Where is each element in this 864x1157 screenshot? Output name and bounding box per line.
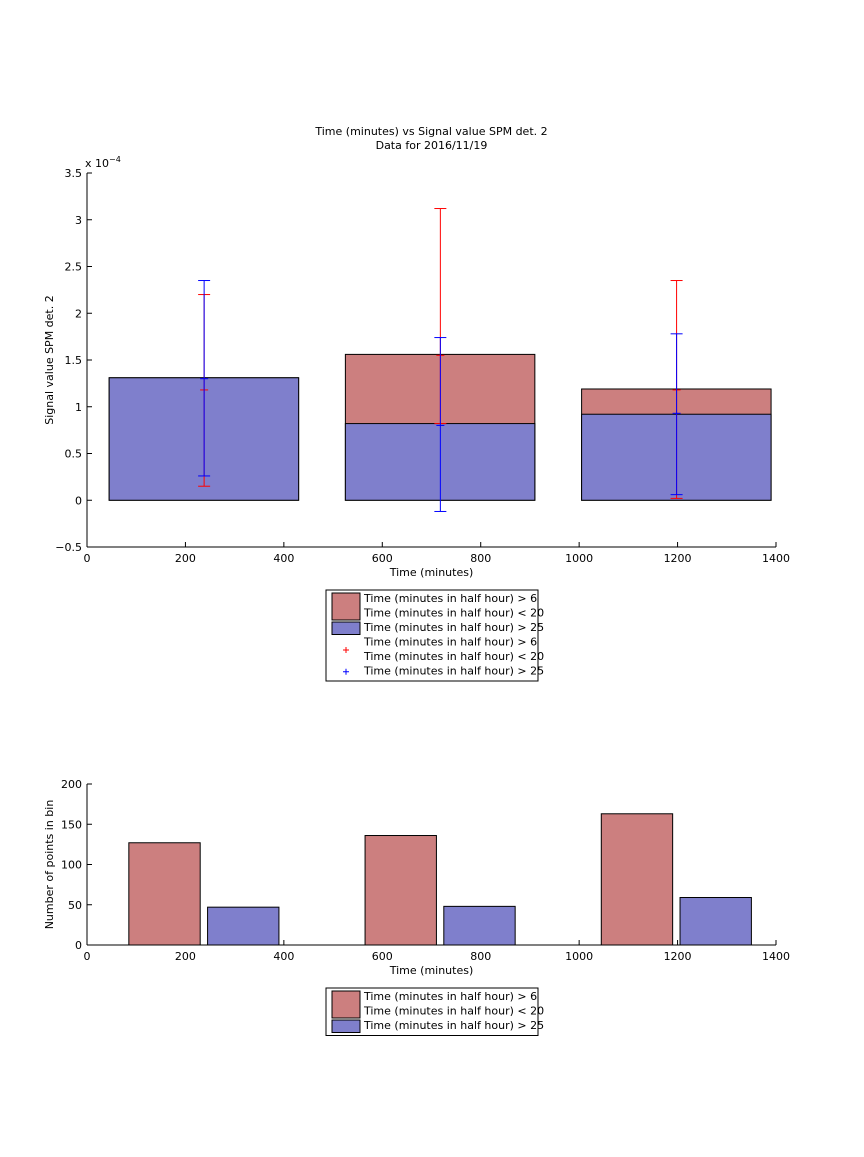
- legend-swatch-red: [331, 592, 361, 621]
- legend-entry-red-patch: Time (minutes in half hour) > 6 Time (min…: [331, 592, 544, 621]
- legend-entry-blue-patch: Time (minutes in half hour) > 25: [331, 1019, 544, 1033]
- count-bar-blue-2: [207, 906, 280, 946]
- x-tick-label: 800: [470, 950, 491, 963]
- error-bar-blue-3: [670, 333, 683, 496]
- legend-entry-blue-marker: Time (minutes in half hour) > 25: [343, 665, 544, 678]
- x-tick-label: 200: [175, 552, 196, 565]
- x-axis-label: Time (minutes): [389, 964, 474, 977]
- x-tick-label: 400: [273, 950, 294, 963]
- x-tick-label: 200: [175, 950, 196, 963]
- legend-2: Time (minutes in half hour) > 6 Time (min…: [325, 987, 544, 1036]
- count-bar-red-5: [600, 813, 674, 946]
- legend-entry-red-patch: Time (minutes in half hour) > 6 Time (min…: [331, 990, 544, 1019]
- count-bar-red-3: [364, 835, 437, 946]
- legend-swatch-blue: [331, 1019, 361, 1033]
- error-bar-blue-2: [434, 337, 447, 512]
- x-tick-label: 600: [372, 552, 393, 565]
- y-exponent-label: x 10−4: [85, 155, 121, 170]
- y-tick-label: 1: [75, 401, 82, 414]
- y-axis-label: Signal value SPM det. 2: [43, 295, 56, 425]
- y-tick-label: 200: [61, 778, 82, 791]
- legend-label: Time (minutes in half hour) > 25: [363, 621, 544, 634]
- count-bar-red-1: [128, 842, 201, 946]
- x-tick-label: 0: [84, 552, 91, 565]
- x-tick-label: 1000: [565, 950, 593, 963]
- x-tick-label: 600: [372, 950, 393, 963]
- count-bar-blue-4: [443, 905, 516, 946]
- y-tick-label: 1.5: [65, 354, 83, 367]
- y-tick-label: 2: [75, 307, 82, 320]
- legend-label: Time (minutes in half hour) < 20: [363, 1005, 544, 1018]
- y-tick-label: 150: [61, 818, 82, 831]
- y-tick-label: −0.5: [55, 541, 82, 554]
- legend-swatch-blue: [331, 621, 361, 635]
- x-tick-label: 1200: [664, 950, 692, 963]
- x-tick-label: 1000: [565, 552, 593, 565]
- y-tick-label: 3: [75, 214, 82, 227]
- legend-box: [325, 589, 539, 682]
- chart-title: Time (minutes) vs Signal value SPM det. …: [314, 125, 547, 138]
- y-tick-label: 100: [61, 859, 82, 872]
- x-tick-label: 1400: [762, 950, 790, 963]
- chart-2: 0 200 400 600 800 1000 1200 1400 0 50 100 150 200 Tim…: [43, 778, 790, 977]
- legend-label: Time (minutes in half hour) > 25: [363, 665, 544, 678]
- y-tick-label: 0: [75, 939, 82, 952]
- legend-label: Time (minutes in half hour) < 20: [363, 607, 544, 620]
- legend-label: Time (minutes in half hour) > 25: [363, 1019, 544, 1032]
- legend-entry-blue-patch: Time (minutes in half hour) > 25: [331, 621, 544, 635]
- legend-label: Time (minutes in half hour) > 6: [363, 636, 537, 649]
- x-tick-label: 0: [84, 950, 91, 963]
- error-bar-blue-1: [198, 280, 211, 477]
- legend-label: Time (minutes in half hour) > 6: [363, 592, 537, 605]
- chart-1: 0 200 400 600 800 1000 1200 1400−0.500.511.522.…: [43, 155, 790, 579]
- x-tick-label: 800: [470, 552, 491, 565]
- legend-label: Time (minutes in half hour) < 20: [363, 650, 544, 663]
- y-tick-label: 0: [75, 494, 82, 507]
- y-axis-label: Number of points in bin: [43, 800, 56, 930]
- legend-swatch-red: [331, 990, 361, 1019]
- legend-box: [325, 987, 539, 1036]
- y-tick-label: 2.5: [65, 261, 83, 274]
- count-bar-blue-6: [679, 897, 752, 946]
- chart-subtitle: Data for 2016/11/19: [376, 139, 488, 152]
- x-tick-label: 1200: [664, 552, 692, 565]
- y-tick-label: 3.5: [65, 167, 83, 180]
- x-tick-label: 1400: [762, 552, 790, 565]
- x-axis-label: Time (minutes): [389, 566, 474, 579]
- y-tick-label: 0.5: [65, 448, 83, 461]
- x-tick-label: 400: [273, 552, 294, 565]
- legend-label: Time (minutes in half hour) > 6: [363, 990, 537, 1003]
- y-tick-label: 50: [68, 899, 82, 912]
